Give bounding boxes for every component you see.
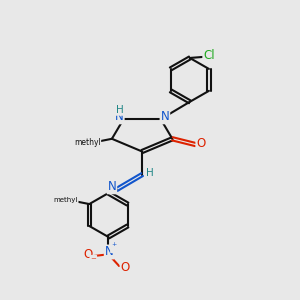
Text: methyl: methyl [54, 197, 78, 203]
Text: H: H [116, 105, 124, 115]
Text: N: N [107, 180, 116, 193]
Text: N: N [160, 110, 169, 123]
Text: ⁻: ⁻ [90, 256, 96, 266]
Text: N: N [105, 245, 113, 259]
Text: methyl: methyl [74, 139, 101, 148]
Text: methyl: methyl [74, 139, 98, 145]
Text: Cl: Cl [203, 50, 215, 62]
Text: O: O [121, 261, 130, 274]
Text: N: N [115, 110, 124, 123]
Text: O: O [83, 248, 93, 262]
Text: O: O [196, 137, 206, 150]
Text: H: H [146, 168, 153, 178]
Text: ⁺: ⁺ [111, 242, 116, 252]
